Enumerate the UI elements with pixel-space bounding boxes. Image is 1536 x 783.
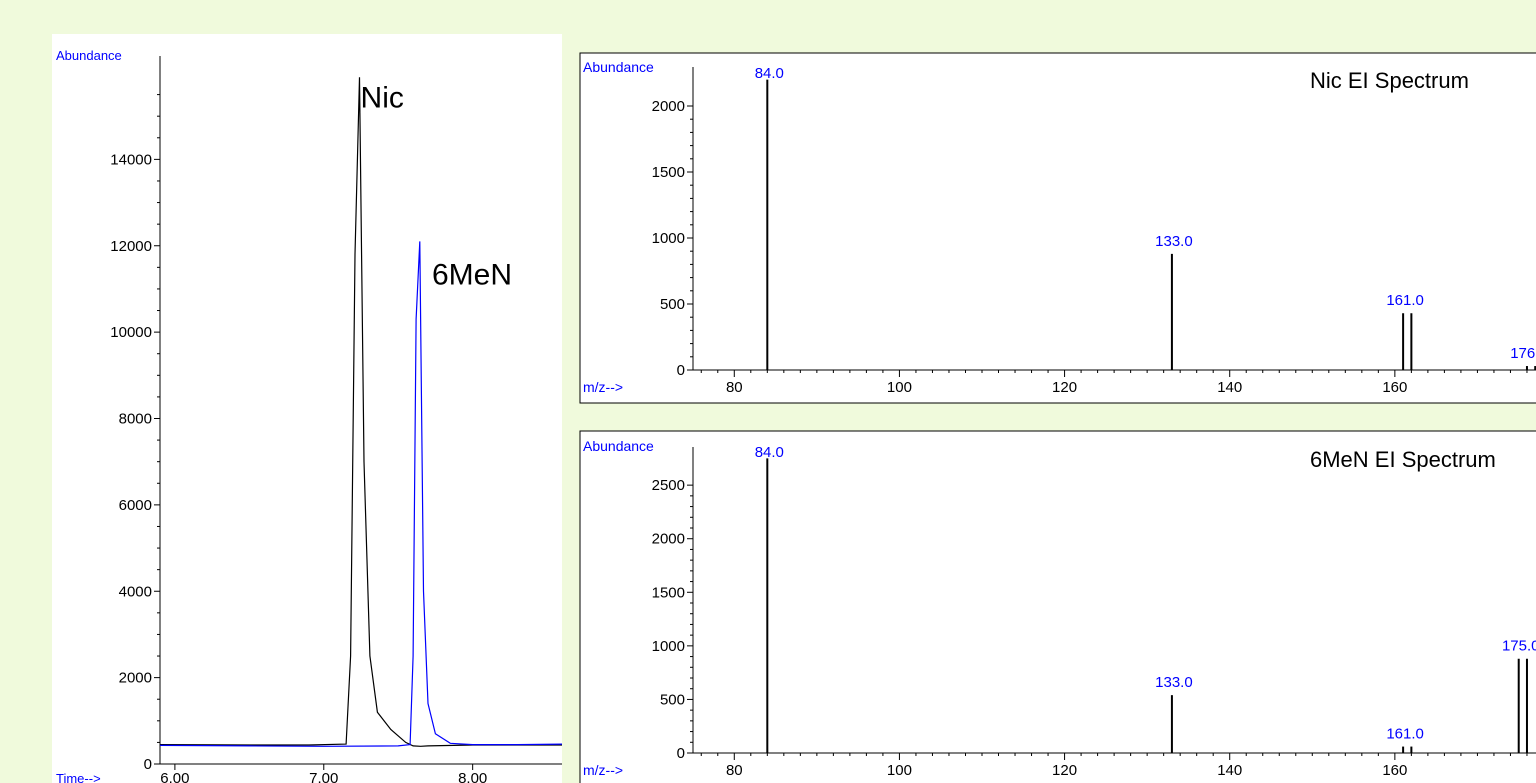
nic-spectrum-x-tick-label: 160: [1382, 379, 1407, 396]
6men-spectrum-y-tick-label: 500: [660, 691, 685, 708]
chromatogram-x-tick-label: 8.00: [458, 770, 487, 783]
chromatogram-y-tick-label: 2000: [119, 670, 152, 687]
6men-spectrum-x-tick-label: 160: [1382, 762, 1407, 779]
6men-peak-label: 6MeN: [432, 259, 512, 292]
nic-spectrum-x-tick-label: 140: [1217, 379, 1242, 396]
6men-spectrum-peak-label: 84.0: [755, 444, 784, 461]
nic-spectrum-y-tick-label: 1000: [652, 230, 685, 247]
6men-spectrum-y-label: Abundance: [583, 438, 654, 454]
chromatogram-y-tick-label: 4000: [119, 583, 152, 600]
6men-spectrum-x-tick-label: 80: [726, 762, 743, 779]
6men-spectrum-title: 6MeN EI Spectrum: [1310, 447, 1496, 472]
chromatogram-x-tick-label: 6.00: [160, 770, 189, 783]
chromatogram-y-tick-label: 0: [144, 756, 152, 773]
nic-spectrum-y-tick-label: 1500: [652, 164, 685, 181]
nic-spectrum-x-tick-label: 100: [887, 379, 912, 396]
nic-spectrum-peak-label: 133.0: [1155, 233, 1193, 250]
6men-spectrum-x-tick-label: 100: [887, 762, 912, 779]
nic-spectrum-y-tick-label: 2000: [652, 98, 685, 115]
chromatogram-y-tick-label: 12000: [110, 238, 152, 255]
6men-spectrum-y-tick-label: 1000: [652, 638, 685, 655]
6men-spectrum-x-tick-label: 120: [1052, 762, 1077, 779]
6men-spectrum-y-tick-label: 0: [677, 745, 685, 762]
6men-spectrum-peak-label: 133.0: [1155, 674, 1193, 691]
nic-spectrum-y-label: Abundance: [583, 59, 654, 75]
6men-spectrum-y-tick-label: 2500: [652, 477, 685, 494]
nic-peak-label: Nic: [361, 82, 404, 115]
nic-spectrum-peak-label: 161.0: [1386, 292, 1424, 309]
6men-spectrum-y-tick-label: 2000: [652, 531, 685, 548]
6men-spectrum-peak-label: 175.0: [1502, 638, 1536, 655]
6men-spectrum-x-tick-label: 140: [1217, 762, 1242, 779]
chromatogram-x-tick-label: 7.00: [309, 770, 338, 783]
nic-spectrum-x-tick-label: 80: [726, 379, 743, 396]
nic-spectrum-y-tick-label: 500: [660, 296, 685, 313]
chromatogram-y-tick-label: 10000: [110, 324, 152, 341]
chromatogram-x-label: Time-->: [56, 771, 101, 783]
6men-spectrum-x-label: m/z-->: [583, 762, 623, 778]
6men-spectrum-y-tick-label: 1500: [652, 584, 685, 601]
nic-trace: [159, 77, 562, 747]
nic-spectrum-x-label: m/z-->: [583, 379, 623, 395]
nic-spectrum-panel: [579, 52, 1536, 404]
6men-trace: [159, 241, 563, 747]
nic-spectrum-x-tick-label: 120: [1052, 379, 1077, 396]
chromatogram-y-tick-label: 14000: [110, 151, 152, 168]
chromatogram-y-tick-label: 8000: [119, 411, 152, 428]
nic-spectrum-peak-label: 176.0: [1510, 345, 1536, 362]
chromatogram-panel: [52, 34, 562, 783]
nic-spectrum-title: Nic EI Spectrum: [1310, 68, 1469, 93]
nic-spectrum-peak-label: 84.0: [755, 65, 784, 82]
chromatogram-y-tick-label: 6000: [119, 497, 152, 514]
chromatogram-y-label: Abundance: [56, 48, 122, 63]
6men-spectrum-peak-label: 161.0: [1386, 726, 1424, 743]
nic-spectrum-y-tick-label: 0: [677, 362, 685, 379]
6men-spectrum-panel: [579, 430, 1536, 783]
